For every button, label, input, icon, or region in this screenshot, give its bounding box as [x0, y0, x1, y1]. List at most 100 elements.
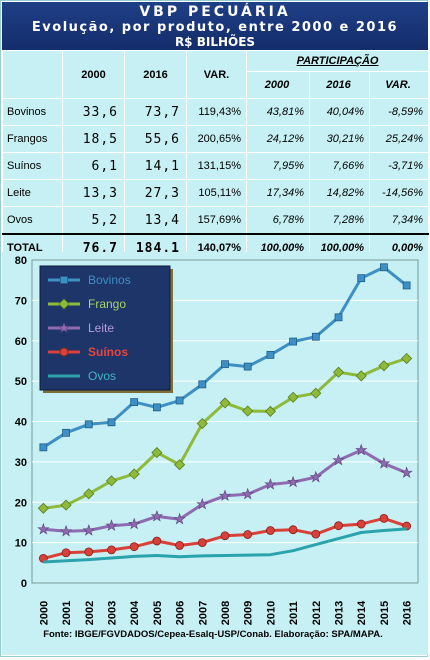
- point-frango: [310, 387, 322, 399]
- cell-pvar: 7,34%: [368, 206, 430, 235]
- point-frango: [174, 459, 186, 471]
- series-line-ovos: [43, 527, 407, 564]
- cell-v2016: 27,3: [124, 179, 187, 207]
- legend-label-frango: Frango: [88, 297, 126, 311]
- vbp-table: 2000 2016 VAR. PARTICIPAÇÃO 2000 2016 VA…: [2, 50, 430, 262]
- point-bovinos: [39, 443, 48, 452]
- point-leite: [287, 475, 300, 488]
- x-tick-label: 2005: [152, 601, 164, 625]
- point-leite: [150, 509, 163, 522]
- x-tick-label: 2002: [84, 601, 96, 625]
- cell-p2000: 43,81%: [246, 98, 310, 126]
- point-leite: [241, 487, 254, 500]
- cell-var: 131,15%: [186, 152, 247, 180]
- cell-label: Leite: [2, 179, 63, 207]
- cell-label: Bovinos: [2, 98, 63, 126]
- point-bovinos: [84, 420, 93, 429]
- cell-p2016: 7,28%: [309, 206, 370, 235]
- cell-pvar: -8,59%: [368, 98, 430, 126]
- cell-pvar: -3,71%: [368, 152, 430, 180]
- point-bovinos: [243, 362, 252, 371]
- page-subtitle: Evolução, por produto, entre 2000 e 2016: [31, 20, 399, 35]
- legend-label-leite: Leite: [88, 321, 114, 335]
- table-row: Leite 13,3 27,3 105,11% 17,34% 14,82% -14,56%: [2, 179, 430, 207]
- cell-var: 157,69%: [186, 206, 247, 235]
- legend-marker-suinos: [59, 347, 69, 357]
- header-part-2000: 2000: [246, 71, 310, 99]
- cell-v2000: 6,1: [62, 152, 125, 180]
- legend-marker-bovinos: [60, 276, 68, 284]
- page-title: VBP PECUÁRIA: [139, 4, 291, 20]
- point-leite: [309, 470, 322, 483]
- point-suinos: [311, 529, 321, 539]
- point-bovinos: [130, 398, 139, 407]
- y-tick-label: 40: [15, 417, 27, 429]
- header-part-var: VAR.: [368, 71, 430, 99]
- point-bovinos: [266, 350, 275, 359]
- cell-p2000: 6,78%: [246, 206, 310, 235]
- point-bovinos: [311, 332, 320, 341]
- table-header-row: 2000 2016 VAR. PARTICIPAÇÃO: [2, 50, 430, 99]
- point-leite: [400, 466, 413, 478]
- point-frango: [151, 447, 163, 459]
- x-tick-label: 2003: [106, 601, 118, 625]
- cell-p2016: 30,21%: [309, 125, 370, 153]
- cell-pvar: 25,24%: [368, 125, 430, 153]
- point-suinos: [356, 519, 366, 529]
- point-suinos: [152, 536, 162, 546]
- point-bovinos: [152, 403, 161, 412]
- table-row: Bovinos 33,6 73,7 119,43% 43,81% 40,04% -8,59%: [2, 98, 430, 126]
- cell-v2016: 13,4: [124, 206, 187, 235]
- chart-area: 0 10 20 30 40 50 60 70 80 2000 2001 2002 2003 2004 200…: [2, 252, 428, 655]
- point-bovinos: [334, 313, 343, 322]
- x-tick-label: 2016: [402, 601, 414, 625]
- point-frango: [196, 417, 208, 430]
- point-suinos: [288, 525, 298, 535]
- y-tick-label: 10: [15, 538, 27, 550]
- point-frango: [83, 488, 95, 500]
- y-tick-label: 30: [15, 457, 27, 469]
- header-2000: 2000: [62, 50, 125, 99]
- x-tick-label: 2004: [129, 600, 141, 625]
- table-subheader-row: 2000 2016 VAR.: [3, 71, 430, 99]
- point-bovinos: [107, 418, 116, 427]
- point-bovinos: [221, 360, 229, 369]
- point-frango: [287, 391, 299, 403]
- point-leite: [127, 517, 141, 530]
- x-tick-label: 2008: [220, 601, 232, 625]
- point-suinos: [107, 545, 116, 555]
- x-tick-label: 2009: [243, 601, 255, 625]
- cell-var: 105,11%: [186, 179, 247, 207]
- point-leite: [37, 522, 50, 535]
- point-leite: [218, 489, 232, 501]
- table-total-row: TOTAL 76,7 184,1 140,07% 100,00% 100,00%…: [2, 233, 430, 262]
- cell-v2016: 73,7: [124, 98, 187, 126]
- point-frango: [355, 370, 367, 382]
- cell-p2016: 40,04%: [309, 98, 370, 126]
- point-leite: [105, 519, 118, 531]
- x-tick-label: 2011: [288, 601, 300, 625]
- point-bovinos: [198, 380, 207, 389]
- y-tick-label: 20: [15, 497, 27, 509]
- x-tick-label: 2012: [311, 601, 323, 625]
- legend-label-suinos: Suínos: [88, 345, 128, 359]
- cell-v2000: 13,3: [62, 179, 125, 207]
- header-part-2016: 2016: [309, 71, 370, 99]
- point-frango: [60, 499, 72, 511]
- y-tick-label: 70: [15, 295, 27, 307]
- point-bovinos: [62, 428, 70, 437]
- table-row: Suínos 6,1 14,1 131,15% 7,95% 7,66% -3,71%: [2, 152, 430, 180]
- point-frango: [332, 366, 345, 378]
- unit-label: R$ BILHÕES: [174, 35, 256, 49]
- x-tick-label: 2013: [334, 601, 346, 625]
- point-frango: [264, 405, 276, 417]
- point-suinos: [175, 541, 184, 550]
- point-leite: [377, 457, 391, 469]
- legend-label-ovos: Ovos: [88, 369, 116, 383]
- cell-v2016: 14,1: [124, 152, 187, 180]
- point-suinos: [61, 548, 71, 558]
- y-tick-label: 60: [15, 336, 27, 348]
- cell-p2000: 24,12%: [246, 125, 310, 153]
- point-leite: [355, 443, 368, 456]
- header-banner: VBP PECUÁRIA Evolução, por produto, entr…: [2, 2, 428, 50]
